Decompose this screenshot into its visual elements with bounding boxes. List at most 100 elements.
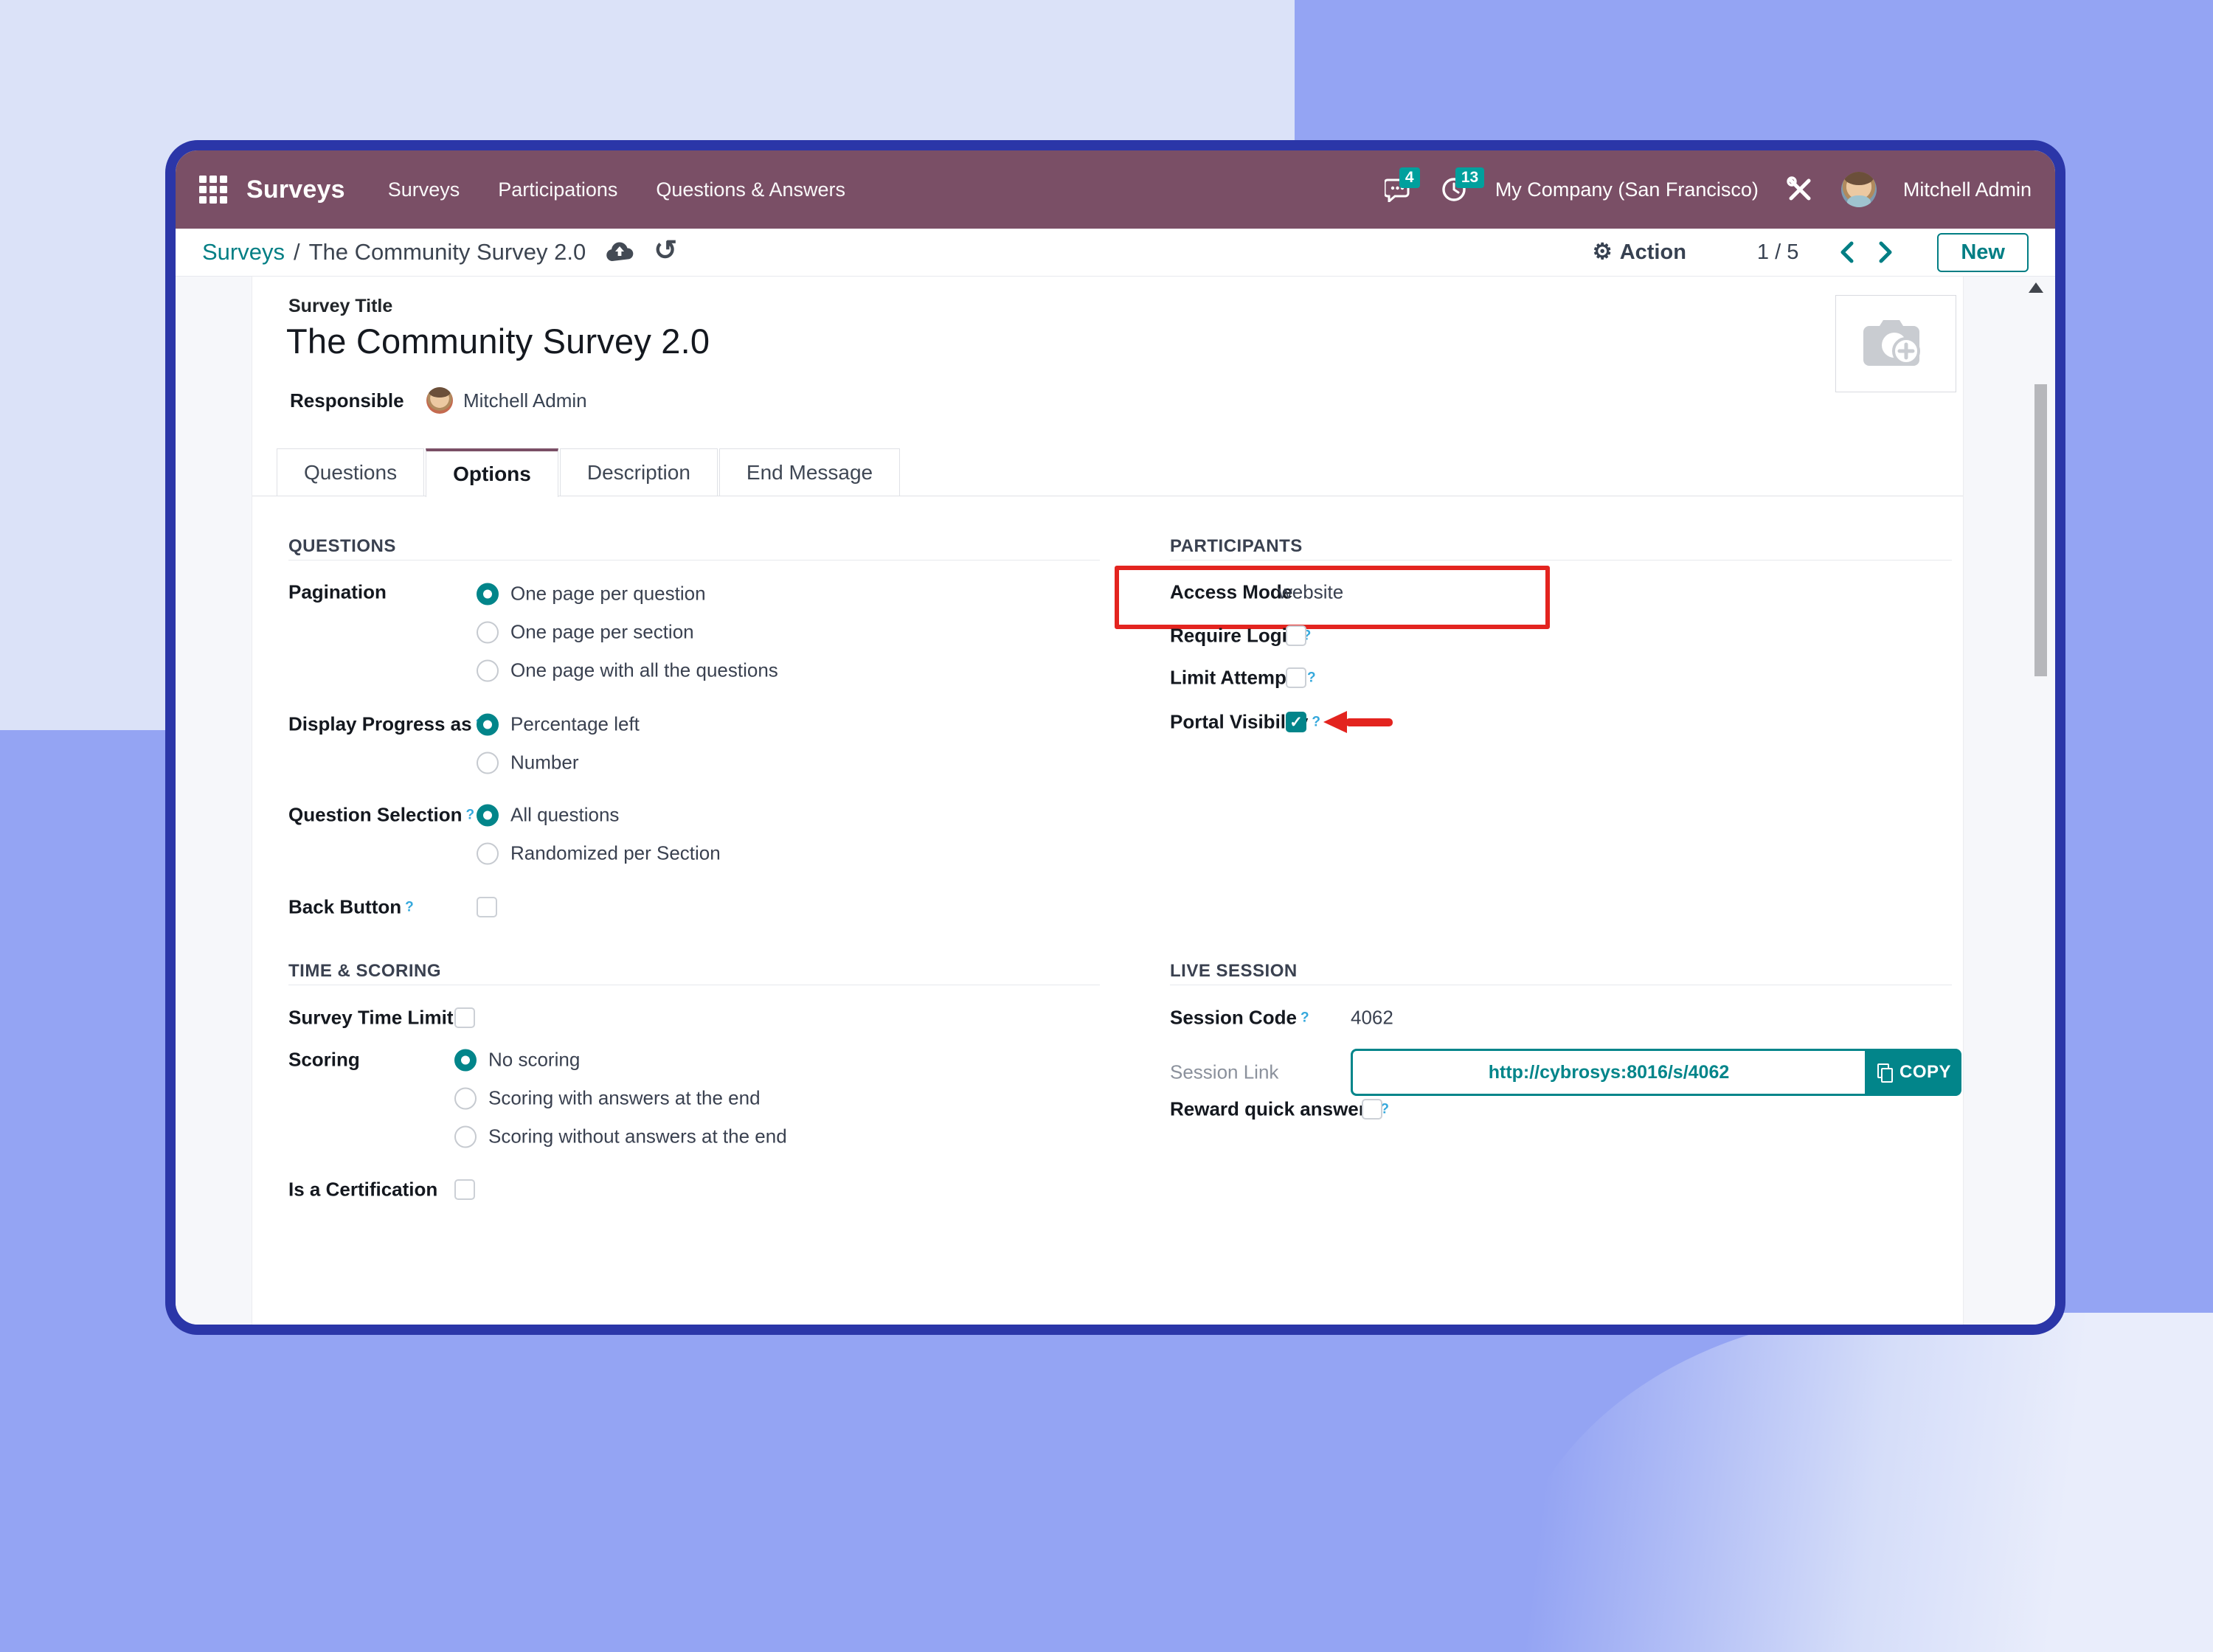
- access-mode-value[interactable]: website: [1278, 580, 1344, 603]
- top-navbar: Surveys Surveys Participations Questions…: [176, 150, 2055, 229]
- tab-questions[interactable]: Questions: [277, 448, 425, 496]
- back-button-checkbox[interactable]: [477, 897, 497, 917]
- responsible-value[interactable]: Mitchell Admin: [463, 389, 587, 412]
- reward-quick-answers-label: Reward quick answers: [1170, 1097, 1377, 1120]
- radio-one-page-all-questions[interactable]: [477, 659, 499, 681]
- responsible-label: Responsible: [290, 389, 404, 412]
- question-selection-label: Question Selection: [288, 803, 463, 826]
- question-selection-option-1: All questions: [477, 804, 619, 827]
- pagination-option-2: One page per section: [477, 621, 694, 644]
- background-shape-band: [1505, 1313, 2213, 1652]
- scrollbar-up-arrow-icon[interactable]: [2029, 282, 2043, 293]
- session-link-url[interactable]: http://cybrosys:8016/s/4062: [1488, 1061, 1730, 1083]
- action-label: Action: [1619, 240, 1686, 264]
- apps-grid-icon[interactable]: [199, 176, 227, 204]
- navbar-systray: 4 13 My Company (San Francisco) Mitchell…: [1383, 167, 2032, 207]
- main-menu: Surveys Participations Questions & Answe…: [388, 178, 845, 201]
- section-questions-heading: QUESTIONS: [288, 536, 396, 556]
- pager-indicator: 1 / 5: [1756, 240, 1799, 264]
- menu-questions-answers[interactable]: Questions & Answers: [656, 178, 845, 201]
- radio-one-page-per-section[interactable]: [477, 621, 499, 643]
- question-selection-help-icon[interactable]: ?: [465, 807, 475, 822]
- limit-attempts-checkbox[interactable]: [1286, 667, 1306, 688]
- tab-end-message[interactable]: End Message: [718, 448, 901, 496]
- control-panel: Surveys / The Community Survey 2.0 ↺ ⚙ A…: [176, 229, 2055, 277]
- survey-title-label: Survey Title: [288, 296, 393, 316]
- limit-attempts-help-icon[interactable]: ?: [1307, 670, 1316, 685]
- portal-visibility-checkbox[interactable]: [1286, 712, 1306, 732]
- pager-next-button[interactable]: [1871, 237, 1900, 267]
- require-login-help-icon[interactable]: ?: [1302, 628, 1312, 643]
- display-progress-label: Display Progress as: [288, 712, 472, 735]
- reward-quick-answers-help-icon[interactable]: ?: [1380, 1101, 1389, 1117]
- section-time-scoring-heading: TIME & SCORING: [288, 961, 442, 981]
- back-button-label: Back Button: [288, 895, 402, 918]
- scoring-option-2: Scoring with answers at the end: [454, 1087, 761, 1110]
- copy-link-button[interactable]: COPY: [1867, 1049, 1961, 1096]
- radio-no-scoring[interactable]: [454, 1049, 477, 1071]
- camera-plus-icon: [1863, 320, 1920, 366]
- survey-title-value[interactable]: The Community Survey 2.0: [286, 322, 710, 361]
- user-menu[interactable]: Mitchell Admin: [1902, 178, 2032, 201]
- breadcrumb-current: The Community Survey 2.0: [308, 239, 586, 265]
- radio-randomized-per-section[interactable]: [477, 842, 499, 864]
- scoring-option-3: Scoring without answers at the end: [454, 1125, 787, 1148]
- is-certification-label: Is a Certification: [288, 1178, 438, 1201]
- survey-time-limit-checkbox[interactable]: [454, 1007, 475, 1028]
- radio-percentage-left[interactable]: [477, 713, 499, 735]
- breadcrumb-separator: /: [293, 239, 300, 265]
- display-progress-option-2: Number: [477, 752, 578, 774]
- responsible-avatar: [426, 387, 453, 414]
- scrollbar-thumb[interactable]: [2034, 384, 2047, 676]
- new-button[interactable]: New: [1937, 232, 2029, 272]
- gear-icon: ⚙: [1592, 240, 1613, 264]
- app-name[interactable]: Surveys: [246, 175, 345, 204]
- activities-count-badge: 13: [1455, 167, 1485, 189]
- require-login-label: Require Login: [1170, 624, 1299, 647]
- portal-visibility-help-icon[interactable]: ?: [1312, 714, 1320, 729]
- save-cloud-icon[interactable]: [605, 240, 634, 264]
- question-selection-option-2: Randomized per Section: [477, 842, 721, 865]
- session-link-label: Session Link: [1170, 1061, 1279, 1083]
- company-switcher[interactable]: My Company (San Francisco): [1495, 178, 1759, 201]
- pagination-label: Pagination: [288, 580, 387, 603]
- messages-count-badge: 4: [1399, 167, 1420, 189]
- pagination-option-1: One page per question: [477, 583, 706, 605]
- debug-tools-icon[interactable]: [1785, 175, 1815, 204]
- back-button-help-icon[interactable]: ?: [405, 899, 414, 914]
- session-code-help-icon[interactable]: ?: [1300, 1010, 1309, 1025]
- notebook-tabs: Questions Options Description End Messag…: [277, 448, 901, 497]
- radio-scoring-without-answers[interactable]: [454, 1125, 477, 1148]
- menu-surveys[interactable]: Surveys: [387, 178, 460, 201]
- form-sheet: Survey Title The Community Survey 2.0 Re…: [252, 277, 1964, 1325]
- user-avatar[interactable]: [1840, 172, 1877, 207]
- radio-one-page-per-question[interactable]: [477, 583, 499, 605]
- radio-scoring-with-answers[interactable]: [454, 1087, 477, 1109]
- is-certification-checkbox[interactable]: [454, 1179, 475, 1200]
- form-view-area: Survey Title The Community Survey 2.0 Re…: [176, 277, 2055, 1325]
- survey-image-upload[interactable]: [1835, 295, 1956, 392]
- session-code-value[interactable]: 4062: [1351, 1006, 1393, 1029]
- require-login-checkbox[interactable]: [1286, 625, 1306, 646]
- reward-quick-answers-checkbox[interactable]: [1362, 1099, 1382, 1120]
- odoo-window: Surveys Surveys Participations Questions…: [165, 140, 2065, 1335]
- messages-icon[interactable]: 4: [1383, 167, 1420, 204]
- activities-icon[interactable]: 13: [1439, 167, 1485, 204]
- session-link-field[interactable]: http://cybrosys:8016/s/4062: [1351, 1049, 1867, 1096]
- display-progress-option-1: Percentage left: [477, 713, 640, 736]
- tab-options[interactable]: Options: [426, 448, 558, 497]
- session-code-label: Session Code: [1170, 1006, 1297, 1029]
- discard-undo-icon[interactable]: ↺: [654, 235, 678, 266]
- radio-number[interactable]: [477, 752, 499, 774]
- scoring-option-1: No scoring: [454, 1049, 580, 1072]
- limit-attempts-label: Limit Attempts: [1170, 666, 1304, 689]
- radio-all-questions[interactable]: [477, 804, 499, 826]
- tab-description[interactable]: Description: [559, 448, 718, 496]
- section-live-session-heading: LIVE SESSION: [1170, 961, 1298, 981]
- menu-participations[interactable]: Participations: [498, 178, 618, 201]
- clock-icon: [1442, 178, 1466, 201]
- action-menu-button[interactable]: ⚙ Action: [1593, 240, 1686, 265]
- pager-previous-button[interactable]: [1832, 237, 1862, 267]
- breadcrumb-surveys-link[interactable]: Surveys: [202, 239, 285, 265]
- pagination-option-3: One page with all the questions: [477, 659, 778, 682]
